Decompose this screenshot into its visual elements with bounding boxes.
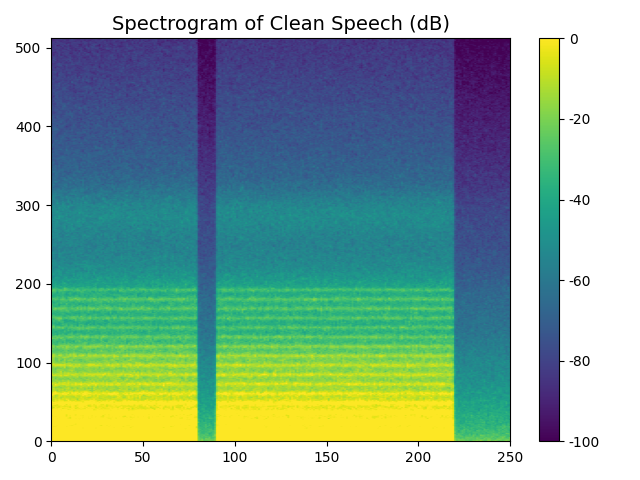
Title: Spectrogram of Clean Speech (dB): Spectrogram of Clean Speech (dB) bbox=[111, 15, 450, 34]
